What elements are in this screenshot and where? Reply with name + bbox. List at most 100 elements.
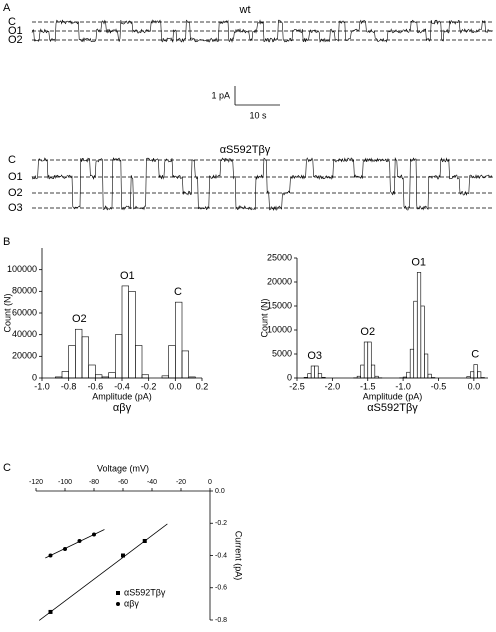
x-tick-label: -0.6 — [88, 381, 104, 391]
bar — [367, 341, 372, 379]
annotation: O3 — [307, 350, 322, 362]
bar — [413, 300, 418, 379]
bar — [363, 341, 369, 379]
y-tick-label: 80000 — [12, 286, 37, 296]
bar — [115, 334, 123, 379]
bar — [128, 291, 136, 379]
y-tick-label: 20000 — [267, 276, 292, 286]
bar — [310, 365, 315, 379]
y-tick-label: -0.6 — [215, 585, 227, 592]
x-tick-label: -0.2 — [141, 381, 157, 391]
y-tick-label: 10000 — [267, 324, 292, 334]
level-label: O1 — [8, 171, 23, 183]
bar — [181, 350, 189, 379]
point — [77, 538, 82, 543]
bar — [370, 364, 376, 379]
y-tick-label: 0.0 — [215, 488, 225, 495]
bar — [168, 345, 176, 379]
y-tick-label: 60000 — [12, 307, 37, 317]
x-tick-label: -100 — [58, 479, 72, 486]
point — [63, 547, 67, 552]
bar — [314, 365, 319, 379]
x-tick-label: -120 — [29, 479, 43, 486]
y-tick-label: 0 — [32, 372, 37, 382]
scale-label: 10 s — [249, 110, 267, 120]
point — [142, 538, 147, 543]
level-label: O2 — [8, 34, 23, 46]
chart-title: αβγ — [113, 402, 132, 414]
bar — [75, 328, 83, 379]
bar — [88, 364, 96, 379]
x-axis-label: Amplitude (pA) — [363, 391, 423, 401]
bar — [427, 373, 432, 379]
x-axis-label: Voltage (mV) — [97, 463, 149, 473]
x-tick-label: -2.5 — [289, 381, 305, 391]
x-axis-label: Amplitude (pA) — [92, 391, 152, 401]
y-tick-label: 25000 — [267, 252, 292, 262]
panel-label: C — [3, 462, 11, 474]
panel-label: A — [3, 2, 11, 14]
axis — [296, 258, 488, 379]
bar — [175, 301, 183, 379]
x-tick-label: -20 — [176, 479, 186, 486]
annotation: C — [471, 348, 479, 360]
legend-label: αS592Tβγ — [124, 587, 166, 597]
level-label: O1 — [8, 25, 23, 37]
annotation: C — [174, 286, 182, 298]
trace-title: wt — [239, 4, 251, 16]
fit-line — [38, 523, 168, 621]
y-tick-label: 0 — [287, 372, 292, 382]
y-axis-label: Count (N) — [259, 298, 269, 337]
trace — [31, 157, 494, 211]
point — [121, 553, 125, 558]
y-tick-label: 20000 — [12, 351, 37, 361]
bar — [424, 353, 429, 379]
level-label: C — [8, 154, 16, 166]
bar — [470, 371, 475, 379]
level-label: O2 — [8, 187, 23, 199]
x-tick-label: -0.4 — [114, 381, 130, 391]
x-tick-label: -1.0 — [34, 381, 50, 391]
x-tick-label: -80 — [89, 479, 99, 486]
x-tick-label: -2.0 — [325, 381, 341, 391]
point — [48, 609, 53, 614]
x-tick-label: -60 — [118, 479, 128, 486]
bar — [406, 371, 411, 379]
annotation: O1 — [120, 270, 135, 282]
y-axis-label: Count (N) — [2, 293, 12, 332]
bar — [409, 348, 415, 379]
y-tick-label: -0.4 — [215, 552, 227, 559]
bar — [68, 345, 76, 379]
trace — [31, 19, 493, 43]
x-tick-label: 0.2 — [196, 381, 209, 391]
level-label: C — [8, 16, 16, 28]
bar — [108, 372, 116, 379]
bar — [141, 374, 149, 379]
panel-label: B — [3, 236, 10, 248]
y-tick-label: 15000 — [267, 300, 292, 310]
point — [48, 553, 53, 558]
bar — [307, 373, 312, 379]
annotation: O2 — [72, 313, 87, 325]
x-tick-label: 0.0 — [169, 381, 182, 391]
legend-marker — [116, 591, 120, 595]
bar — [477, 371, 482, 379]
y-tick-label: 100000 — [7, 264, 37, 274]
bar — [61, 371, 69, 379]
bar — [360, 364, 365, 379]
bar — [420, 305, 425, 379]
legend-label: αβγ — [124, 598, 139, 608]
y-tick-label: 40000 — [12, 329, 37, 339]
y-tick-label: -0.2 — [215, 520, 227, 527]
trace-title: αS592Tβγ — [220, 144, 271, 156]
x-tick-label: 0 — [208, 479, 212, 486]
chart-title: αS592Tβγ — [367, 402, 418, 414]
bar — [81, 336, 89, 379]
bar — [135, 345, 143, 379]
x-tick-label: -40 — [147, 479, 157, 486]
y-tick-label: 5000 — [272, 348, 292, 358]
annotation: O2 — [360, 326, 375, 338]
bar — [473, 364, 478, 379]
x-tick-label: -0.8 — [61, 381, 77, 391]
